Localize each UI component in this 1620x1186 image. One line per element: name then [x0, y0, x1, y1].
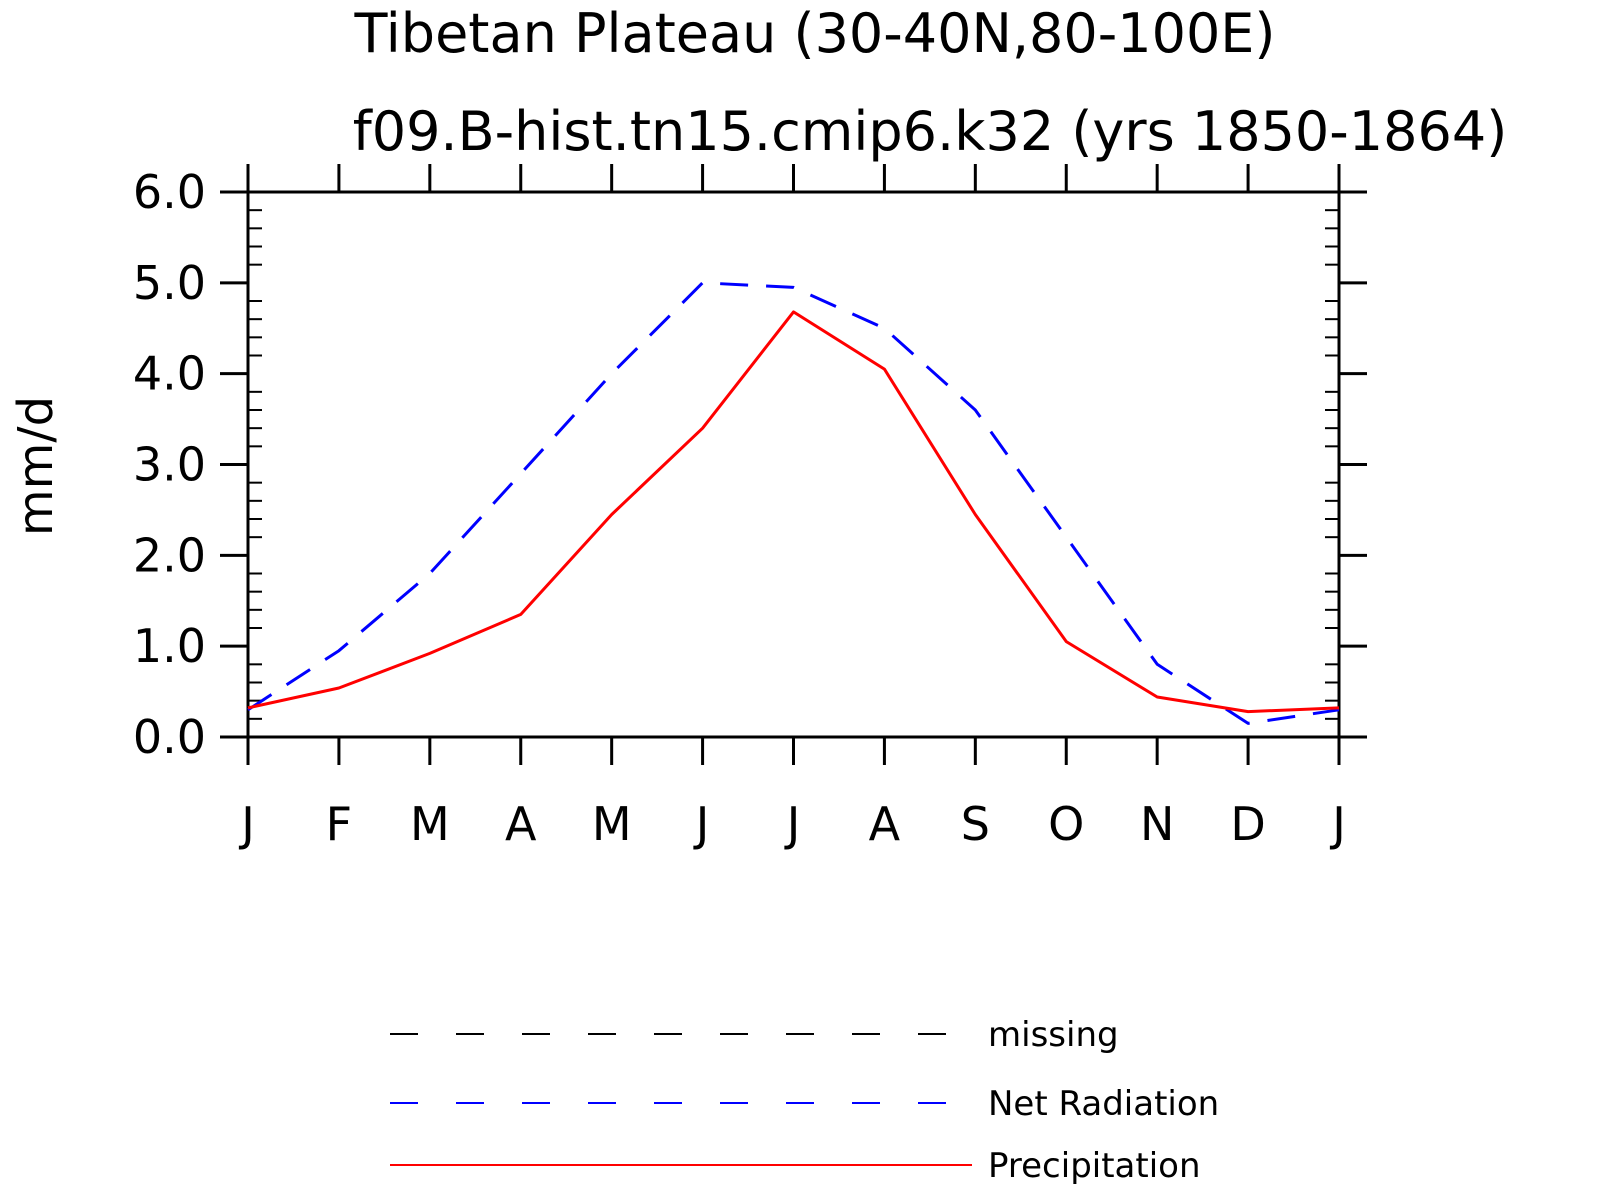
series-line-precipitation	[247, 310, 1340, 714]
x-tick-label: J	[784, 797, 801, 851]
x-tick-label: M	[410, 797, 450, 851]
x-tick-label: F	[326, 797, 352, 851]
chart-title: Tibetan Plateau (30-40N,80-100E)	[353, 2, 1275, 65]
chart-subtitle: f09.B-hist.tn15.cmip6.k32 (yrs 1850-1864…	[353, 100, 1508, 163]
x-tick-label: O	[1048, 797, 1084, 851]
x-tick-label: S	[961, 797, 990, 851]
legend-label-net-radiation: Net Radiation	[988, 1084, 1219, 1124]
x-tick-label: J	[1329, 797, 1346, 851]
x-tick-label: A	[869, 797, 901, 851]
y-tick-label: 2.0	[133, 528, 206, 582]
x-tick-label: J	[693, 797, 710, 851]
legend-label-precipitation: Precipitation	[988, 1146, 1201, 1186]
plot-frame	[246, 190, 1341, 739]
x-tick-label: D	[1230, 797, 1265, 851]
y-tick-label: 5.0	[133, 256, 206, 310]
x-tick-label: A	[505, 797, 537, 851]
plot-area: 0.0 1.0 2.0 3.0 4.0 5.0 6.0 J F M A M J J A S O N D J	[133, 164, 1367, 851]
y-tick-label: 1.0	[133, 619, 206, 673]
legend: missing Net Radiation Precipitation	[390, 1015, 1219, 1186]
legend-label-missing: missing	[988, 1015, 1119, 1055]
y-axis-title: mm/d	[8, 396, 64, 536]
series-line-net-radiation	[247, 281, 1340, 725]
x-tick-label: J	[238, 797, 255, 851]
x-tick-label: M	[592, 797, 632, 851]
y-tick-label: 6.0	[133, 165, 206, 219]
y-tick-label: 4.0	[133, 347, 206, 401]
x-tick-label: N	[1140, 797, 1174, 851]
y-tick-label: 0.0	[133, 710, 206, 764]
y-tick-label: 3.0	[133, 438, 206, 492]
